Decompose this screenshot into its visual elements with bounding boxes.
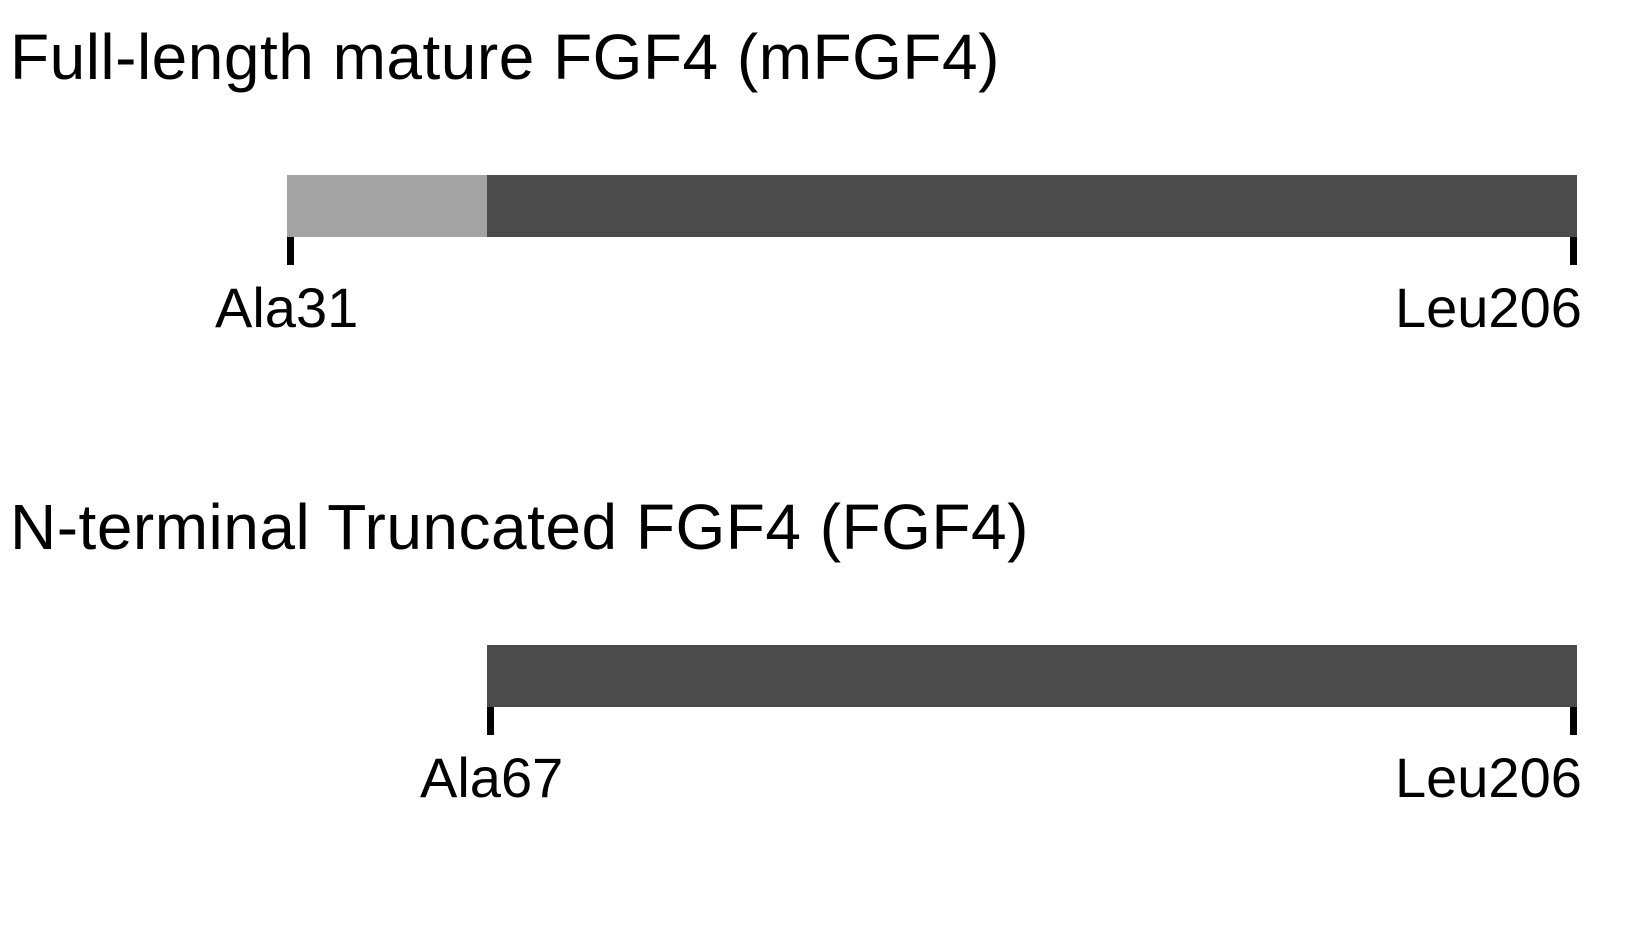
end-residue-label: Leu206	[1395, 275, 1582, 340]
construct-title: Full-length mature FGF4 (mFGF4)	[10, 20, 1000, 94]
start-tick	[287, 237, 294, 265]
protein-bar	[487, 645, 1577, 707]
bar-segment	[487, 645, 1577, 707]
protein-bar	[287, 175, 1577, 237]
bar-segment	[287, 175, 487, 237]
start-tick	[487, 707, 494, 735]
bar-segment	[487, 175, 1577, 237]
start-residue-label: Ala67	[420, 745, 563, 810]
protein-diagram: Full-length mature FGF4 (mFGF4) Ala31 Le…	[0, 0, 1649, 931]
construct-title: N-terminal Truncated FGF4 (FGF4)	[10, 490, 1029, 564]
end-tick	[1570, 707, 1577, 735]
start-residue-label: Ala31	[215, 275, 358, 340]
end-tick	[1570, 237, 1577, 265]
end-residue-label: Leu206	[1395, 745, 1582, 810]
